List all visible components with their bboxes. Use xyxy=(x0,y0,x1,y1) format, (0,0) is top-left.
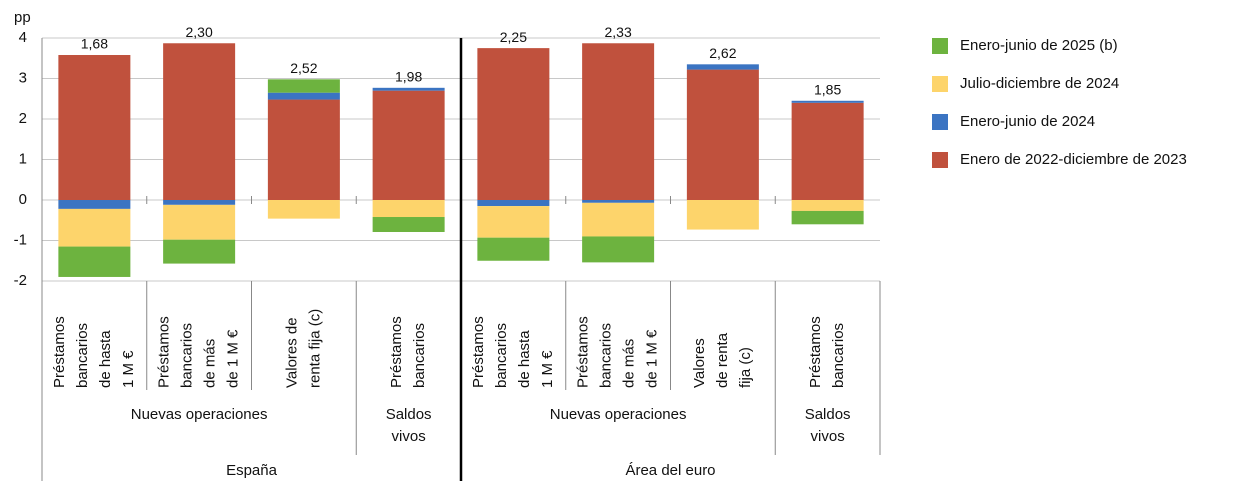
bar-segment xyxy=(582,200,655,203)
bar-segment xyxy=(686,69,759,200)
bar-segment xyxy=(267,99,340,200)
bar-segment xyxy=(372,87,445,91)
bar-segment xyxy=(267,79,340,93)
bar-segment xyxy=(582,43,655,200)
x-tick-label: de 1 M € xyxy=(644,329,661,388)
bar-segment xyxy=(58,246,131,277)
x-tick-label: de renta xyxy=(714,332,731,388)
group-label: Nuevas operaciones xyxy=(550,406,687,423)
bar-segment xyxy=(477,200,550,207)
value-label: 1,85 xyxy=(814,81,841,97)
bar-segment xyxy=(477,237,550,261)
x-tick-label: Valores xyxy=(691,338,708,388)
x-tick-label: bancarios xyxy=(598,323,615,388)
legend-swatch xyxy=(932,114,948,130)
bar-segment xyxy=(163,43,236,200)
y-tick-label: 3 xyxy=(19,69,27,86)
legend-label: Julio-diciembre de 2024 xyxy=(960,75,1119,92)
group-label: Saldos xyxy=(805,406,851,423)
x-tick-label: 1 M € xyxy=(120,350,137,388)
group-label: vivos xyxy=(811,428,845,445)
region-label: Área del euro xyxy=(625,462,715,479)
y-tick-label: 2 xyxy=(19,110,27,127)
bar-segment xyxy=(582,202,655,237)
x-tick-label: bancarios xyxy=(74,323,91,388)
bar-segment xyxy=(372,90,445,200)
x-tick-label: de más xyxy=(202,339,219,388)
bar-segment xyxy=(791,100,864,103)
x-tick-label: 1 M € xyxy=(539,350,556,388)
bar-segment xyxy=(267,92,340,100)
bar-segment xyxy=(791,210,864,225)
x-tick-label: Préstamos xyxy=(575,316,592,388)
legend-label: Enero-junio de 2025 (b) xyxy=(960,37,1118,54)
x-tick-label: Préstamos xyxy=(470,316,487,388)
y-tick-label: -1 xyxy=(14,231,27,248)
x-tick-label: bancarios xyxy=(411,323,428,388)
legend-swatch xyxy=(932,38,948,54)
x-tick-label: bancarios xyxy=(830,323,847,388)
x-tick-label: Préstamos xyxy=(156,316,173,388)
value-label: 2,33 xyxy=(605,24,632,40)
bar-segment xyxy=(58,55,131,201)
x-tick-label: bancarios xyxy=(179,323,196,388)
bar-segment xyxy=(58,200,131,209)
x-tick-label: Préstamos xyxy=(51,316,68,388)
value-label: 2,62 xyxy=(709,45,736,61)
bar-segment xyxy=(267,200,340,219)
legend-swatch xyxy=(932,152,948,168)
bar-segment xyxy=(686,200,759,230)
x-tick-label: Valores de xyxy=(283,317,300,388)
value-label: 2,30 xyxy=(186,24,213,40)
bar-segment xyxy=(477,206,550,238)
bar-segment xyxy=(582,236,655,263)
x-tick-label: de hasta xyxy=(97,330,114,388)
bar-segment xyxy=(372,217,445,232)
bar-segment xyxy=(791,200,864,211)
bar-segment xyxy=(791,102,864,200)
x-tick-label: de más xyxy=(621,339,638,388)
group-label: Nuevas operaciones xyxy=(131,406,268,423)
bar-segment xyxy=(686,64,759,70)
value-label: 2,25 xyxy=(500,29,527,45)
x-tick-label: fija (c) xyxy=(737,347,754,388)
bar-segment xyxy=(477,48,550,200)
group-label: Saldos xyxy=(386,406,432,423)
y-axis-label: pp xyxy=(14,9,31,26)
y-tick-label: -2 xyxy=(14,272,27,289)
bar-segment xyxy=(58,208,131,247)
x-tick-label: Préstamos xyxy=(388,316,405,388)
x-tick-label: de hasta xyxy=(516,330,533,388)
x-tick-label: Préstamos xyxy=(807,316,824,388)
value-label: 2,52 xyxy=(290,60,317,76)
bar-segment xyxy=(372,200,445,218)
y-tick-label: 4 xyxy=(19,29,27,46)
x-tick-label: de 1 M € xyxy=(225,329,242,388)
legend-swatch xyxy=(932,76,948,92)
y-tick-label: 1 xyxy=(19,150,27,167)
x-tick-label: bancarios xyxy=(493,323,510,388)
legend-label: Enero de 2022-diciembre de 2023 xyxy=(960,151,1187,168)
bar-segment xyxy=(163,204,236,240)
region-label: España xyxy=(226,462,278,479)
bar-segment xyxy=(163,239,236,264)
legend-label: Enero-junio de 2024 xyxy=(960,113,1095,130)
x-tick-label: renta fija (c) xyxy=(306,309,323,388)
group-label: vivos xyxy=(392,428,426,445)
y-tick-label: 0 xyxy=(19,191,27,208)
bar-segment xyxy=(163,200,236,205)
value-label: 1,98 xyxy=(395,69,422,85)
value-label: 1,68 xyxy=(81,36,108,52)
